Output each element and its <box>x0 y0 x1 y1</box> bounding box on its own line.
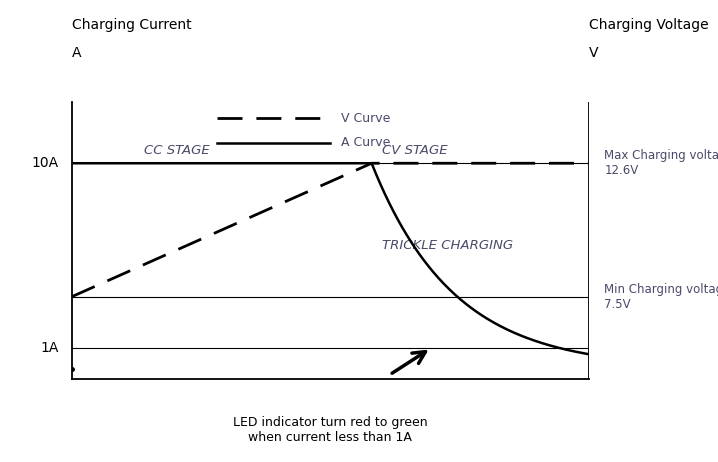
Text: Charging Current: Charging Current <box>72 18 192 32</box>
Text: A: A <box>72 46 81 60</box>
Text: V Curve: V Curve <box>340 111 390 125</box>
Text: TRICKLE CHARGING: TRICKLE CHARGING <box>382 239 513 252</box>
Text: Charging Voltage: Charging Voltage <box>589 18 709 32</box>
Text: CV STAGE: CV STAGE <box>382 145 447 158</box>
Text: Min Charging voltage
7.5V: Min Charging voltage 7.5V <box>605 283 718 311</box>
Text: 10A: 10A <box>32 156 59 170</box>
Text: CC STAGE: CC STAGE <box>144 145 210 158</box>
Text: A Curve: A Curve <box>340 136 390 149</box>
Text: Max Charging voltage
12.6V: Max Charging voltage 12.6V <box>605 149 718 177</box>
Text: V: V <box>589 46 598 60</box>
Text: 1A: 1A <box>40 341 59 355</box>
Text: LED indicator turn red to green
when current less than 1A: LED indicator turn red to green when cur… <box>233 416 428 444</box>
